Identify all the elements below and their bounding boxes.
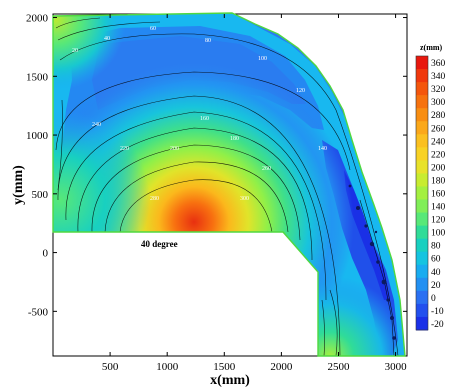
colorbar-tick-label: 240 <box>431 137 446 147</box>
y-tick-label: 1000 <box>26 130 49 142</box>
colorbar-tick-label: 300 <box>431 98 446 108</box>
contour-value-label: 200 <box>170 146 179 152</box>
y-axis-ticks: -500 0 500 1000 1500 2000 <box>26 13 407 318</box>
colorbar-swatch <box>416 121 428 135</box>
colorbar-swatch <box>416 134 428 148</box>
contour-value-label: 80 <box>205 38 211 44</box>
colorbar-tick-label: 180 <box>431 176 446 186</box>
colorbar-tick-label: 20 <box>431 281 441 291</box>
edge-speckle <box>348 184 396 340</box>
colorbar-tick-label: 220 <box>431 150 446 160</box>
annotation-label: 40 degree <box>141 239 178 249</box>
contour-value-label: 220 <box>120 146 129 152</box>
colorbar-tick-label: 0 <box>431 294 436 304</box>
colorbar-swatch <box>416 251 428 266</box>
colorbar-swatch <box>416 290 428 305</box>
y-tick-label: 1500 <box>26 71 49 83</box>
colorbar-swatch <box>416 147 428 161</box>
contour-value-label: 160 <box>200 116 209 122</box>
colorbar-title: z(mm) <box>420 43 443 52</box>
x-tick-label: 2500 <box>327 361 350 373</box>
x-tick-label: 1000 <box>156 361 179 373</box>
x-axis-ticks: 500 1000 1500 2000 2500 3000 <box>102 14 407 373</box>
contour-field <box>53 13 405 356</box>
x-axis-label: x(mm) <box>210 373 250 388</box>
contour-value-label: 240 <box>92 122 101 128</box>
colorbar-swatch <box>416 160 428 174</box>
contour-value-label: 120 <box>296 88 305 94</box>
colorbar-tick-label: 260 <box>431 124 446 134</box>
colorbar-tick-label: 40 <box>431 268 441 278</box>
colorbar-swatch <box>416 199 428 214</box>
colorbar-tick-label: 160 <box>431 190 446 200</box>
colorbar-swatch <box>416 173 428 187</box>
contour-value-label: 180 <box>230 136 239 142</box>
colorbar-tick-label: 200 <box>431 163 446 173</box>
colorbar-swatch <box>416 225 428 240</box>
colorbar-tick-label: 80 <box>431 242 441 252</box>
y-axis-label: y(mm) <box>11 165 26 205</box>
contour-value-label: 100 <box>258 56 267 62</box>
contour-value-labels: 20 40 60 80 100 120 140 160 180 200 220 240 260 280 30… <box>72 26 327 202</box>
domain-boundary <box>52 12 406 357</box>
contour-value-label: 260 <box>262 166 271 172</box>
colorbar-swatch <box>416 238 428 253</box>
y-tick-label: 0 <box>43 248 49 260</box>
y-tick-label: 2000 <box>26 13 49 25</box>
colorbar-swatch <box>416 316 428 331</box>
colorbar: z(mm) 3603403203002802602402202001801601… <box>415 43 446 331</box>
colorbar-tick-label: 120 <box>431 216 446 226</box>
colorbar-tick-label: -20 <box>431 320 444 330</box>
colorbar-frame <box>415 55 429 331</box>
contour-value-label: 280 <box>150 196 159 202</box>
contour-value-label: 40 <box>104 36 110 42</box>
colorbar-tick-label: 60 <box>431 255 441 265</box>
colorbar-tick-label: 100 <box>431 229 446 239</box>
colorbar-swatch <box>416 212 428 227</box>
colorbar-swatch <box>416 108 428 122</box>
colorbar-tick-label: 280 <box>431 111 446 121</box>
colorbar-tick-label: 320 <box>431 85 446 95</box>
x-tick-label: 500 <box>102 361 119 373</box>
colorbar-swatch <box>416 56 428 70</box>
contour-value-label: 140 <box>318 146 327 152</box>
colorbar-swatch <box>416 264 428 279</box>
colorbar-tick-label: 340 <box>431 72 446 82</box>
contour-value-label: 60 <box>150 26 156 32</box>
colorbar-swatch <box>416 186 428 201</box>
colorbar-swatch <box>416 69 428 83</box>
colorbar-swatch <box>416 277 428 292</box>
colorbar-swatch <box>416 95 428 109</box>
y-tick-label: 500 <box>32 189 49 201</box>
x-tick-label: 1500 <box>213 361 236 373</box>
colorbar-tick-label: 140 <box>431 203 446 213</box>
contour-value-label: 20 <box>72 48 78 54</box>
contour-value-label: 300 <box>240 196 249 202</box>
x-tick-label: 2000 <box>270 361 293 373</box>
colorbar-swatch <box>416 82 428 96</box>
x-tick-label: 3000 <box>385 361 408 373</box>
y-tick-label: -500 <box>28 306 49 318</box>
colorbar-swatch <box>416 303 428 318</box>
colorbar-tick-label: -10 <box>431 307 444 317</box>
contour-lines <box>55 17 399 356</box>
colorbar-tick-label: 360 <box>431 59 446 69</box>
